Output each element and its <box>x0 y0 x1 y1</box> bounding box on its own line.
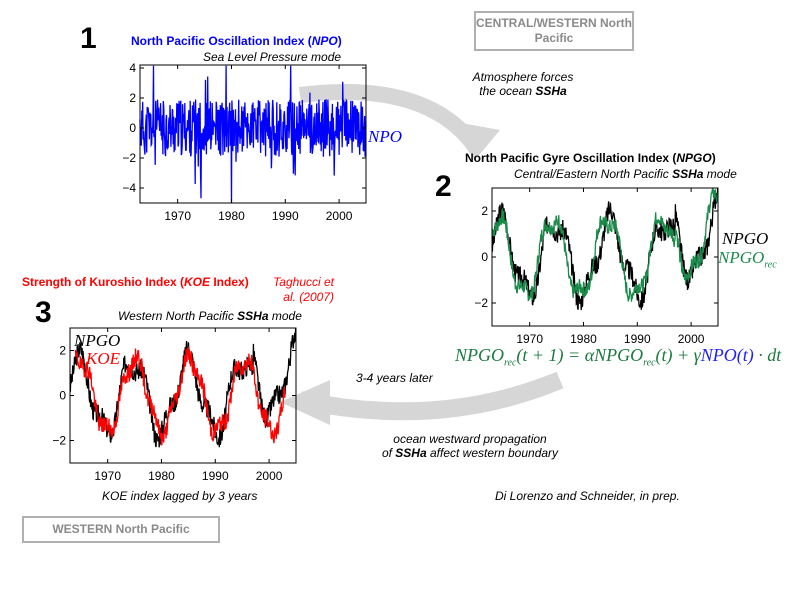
p1-title: North Pacific Oscillation Index (NPO) <box>131 34 342 48</box>
box-western-label: WESTERN North Pacific <box>52 522 190 536</box>
eq-t3: · dt <box>753 345 782 365</box>
p1-title-post: ) <box>337 34 342 48</box>
p3-legend-koe: KOE <box>86 349 120 368</box>
eq-t1: (t + 1) = αNPGO <box>516 345 644 365</box>
x-tick-label: 1990 <box>624 332 651 346</box>
eq-lhs: NPGO <box>455 345 504 365</box>
note-prop-line2-post: affect western boundary <box>426 446 559 460</box>
note-lag: 3-4 years later <box>356 371 433 385</box>
p3-subtitle-post: mode <box>268 309 302 323</box>
p3-subtitle: Western North Pacific SSHa mode <box>118 309 302 323</box>
panel-number-1: 1 <box>80 22 97 55</box>
note-credit: Di Lorenzo and Schneider, in prep. <box>495 489 680 503</box>
p2-label-npgo-rec-main: NPGO <box>718 248 765 267</box>
y-tick-label: 0 <box>59 389 66 403</box>
p1-series-label: NPO <box>368 127 402 146</box>
x-tick-label: 1980 <box>570 332 597 346</box>
y-tick-label: 0 <box>129 121 136 135</box>
y-tick-label: −2 <box>474 296 488 310</box>
p3-title: Strength of Kuroshio Index (KOE Index) <box>22 275 249 289</box>
arrow-head-right <box>445 120 500 160</box>
y-tick-label: −2 <box>122 151 136 165</box>
p2-label-npgo-rec: NPGOrec <box>718 248 777 270</box>
chart-koe: 2 0 −2 1970 1980 1990 2000 <box>52 327 297 483</box>
p3-caption: KOE index lagged by 3 years <box>102 489 258 503</box>
y-tick-label: 2 <box>59 344 66 358</box>
p2-label-npgo-rec-sub: rec <box>764 259 777 271</box>
plot-frame <box>139 64 367 204</box>
p3-title-red2: Index) <box>210 275 249 289</box>
arrow-east-to-west <box>298 371 564 421</box>
p2-title: North Pacific Gyre Oscillation Index (NP… <box>465 151 716 165</box>
p2-subtitle-bold: SSHa <box>672 167 704 181</box>
x-tick-label: 2000 <box>678 332 705 346</box>
eq-lhs-sub: rec <box>504 357 517 369</box>
note-prop-line2-bold: SSHa <box>395 446 427 460</box>
note-forces-line2-pre: the ocean <box>479 84 536 98</box>
p1-title-it: NPO <box>311 34 338 48</box>
arrow-head-left <box>280 380 330 425</box>
eq-t2: (t) + γ <box>655 345 701 365</box>
eq-t1-sub: rec <box>643 357 656 369</box>
series-koe <box>74 346 286 446</box>
p2-subtitle: Central/Eastern North Pacific SSHa mode <box>514 167 737 181</box>
p2-subtitle-post: mode <box>703 167 737 181</box>
p3-citation: Taghucci et al. (2007) <box>273 275 334 304</box>
x-tick-label: 2000 <box>326 209 353 223</box>
x-tick-label: 1990 <box>202 469 229 483</box>
x-tick-label: 1980 <box>218 209 245 223</box>
box-central-label: CENTRAL/WESTERN North Pacific <box>476 16 632 45</box>
series-npgo-rec <box>491 188 719 302</box>
panel-number-2: 2 <box>435 170 452 203</box>
y-tick-label: 2 <box>481 204 488 218</box>
x-tick-label: 1970 <box>516 332 543 346</box>
equation: NPGOrec(t + 1) = αNPGOrec(t) + γNPO(t) ·… <box>455 345 781 369</box>
p3-title-it: KOE <box>184 275 211 289</box>
note-prop-line1: ocean westward propagation <box>393 432 547 446</box>
note-forces-line2: the ocean SSHa <box>463 84 583 98</box>
panel-number-3: 3 <box>35 296 52 329</box>
y-tick-label: −2 <box>52 434 66 448</box>
series-npgo <box>491 188 719 311</box>
x-tick-label: 1990 <box>272 209 299 223</box>
p3-subtitle-pre: Western North Pacific <box>118 309 238 323</box>
series-npo <box>139 65 367 203</box>
x-tick-label: 1970 <box>164 209 191 223</box>
p3-subtitle-bold: SSHa <box>237 309 269 323</box>
box-western: WESTERN North Pacific <box>22 516 220 543</box>
box-central-western: CENTRAL/WESTERN North Pacific <box>474 11 634 51</box>
note-prop-line2: of SSHa affect western boundary <box>370 446 570 460</box>
y-tick-label: 0 <box>481 250 488 264</box>
p3-legend-npgo: NPGO <box>74 331 121 350</box>
p2-title-it: NPGO <box>676 151 712 165</box>
chart-npgo: 2 0 −2 1970 1980 1990 2000 <box>474 187 719 346</box>
p2-title-pre: North Pacific Gyre Oscillation Index ( <box>465 151 677 165</box>
note-forces-line2-bold: SSHa <box>535 84 567 98</box>
y-tick-label: 2 <box>129 91 136 105</box>
p2-label-npgo: NPGO <box>722 229 769 248</box>
p2-subtitle-pre: Central/Eastern North Pacific <box>514 167 673 181</box>
p1-title-pre: North Pacific Oscillation Index ( <box>131 34 312 48</box>
p2-title-post: ) <box>711 151 716 165</box>
note-prop-line2-pre: of <box>381 446 396 460</box>
note-propagation: ocean westward propagation of SSHa affec… <box>370 432 570 460</box>
x-tick-label: 1980 <box>148 469 175 483</box>
p1-subtitle: Sea Level Pressure mode <box>203 50 342 64</box>
x-tick-label: 1970 <box>94 469 121 483</box>
chart-npo: 4 2 0 −2 −4 1970 1980 1990 2000 <box>122 62 367 223</box>
plot-frame <box>491 187 719 327</box>
y-tick-label: 4 <box>129 62 136 75</box>
note-forces-line1: Atmosphere forces <box>472 70 574 84</box>
x-tick-label: 2000 <box>256 469 283 483</box>
y-tick-label: −4 <box>122 181 136 195</box>
eq-npo: NPO(t) <box>700 345 754 365</box>
p3-title-red: Strength of Kuroshio Index ( <box>22 275 184 289</box>
note-forces: Atmosphere forces the ocean SSHa <box>463 70 583 98</box>
